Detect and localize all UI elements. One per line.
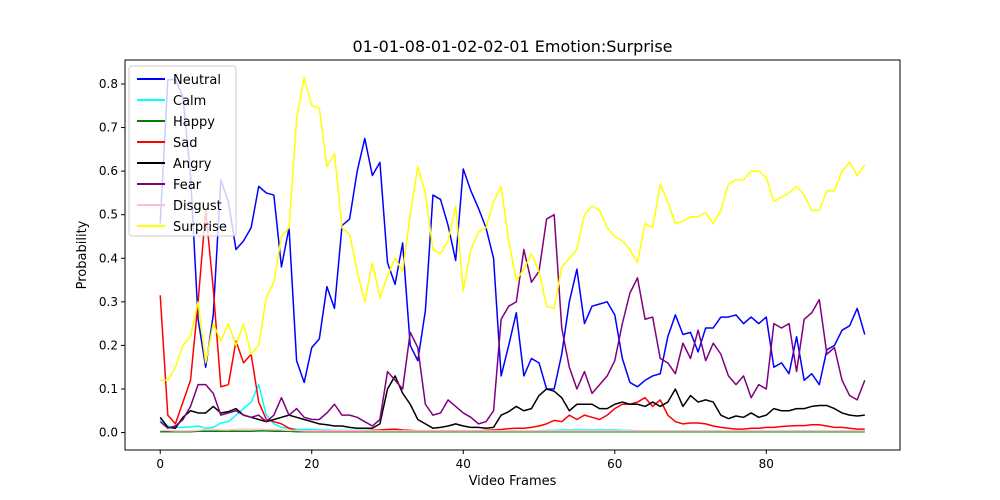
- plot-frame: [124, 59, 901, 451]
- x-tick-label: 40: [456, 457, 471, 471]
- x-tick-label: 80: [759, 457, 774, 471]
- legend-label-sad: Sad: [173, 136, 197, 151]
- series-line-happy: [160, 430, 865, 433]
- legend-box: [128, 65, 237, 237]
- legend-label-calm: Calm: [173, 94, 206, 109]
- y-tick-label: 0.2: [99, 338, 118, 352]
- y-tick-label: 0.5: [99, 208, 118, 222]
- chart-title: 01-01-08-01-02-02-01 Emotion:Surprise: [353, 37, 673, 56]
- series-line-surprise: [160, 76, 866, 382]
- series-line-fear: [159, 213, 866, 429]
- series-line-angry: [159, 375, 865, 429]
- legend-label-surprise: Surprise: [173, 220, 227, 235]
- plot-area: [124, 59, 901, 451]
- y-axis: 0.0 0.1 0.2 0.3 0.4 0.5 0.6 0.7 0.8: [99, 77, 125, 440]
- legend-label-disgust: Disgust: [173, 199, 222, 214]
- y-tick-label: 0.0: [99, 426, 118, 440]
- y-tick-label: 0.3: [99, 295, 118, 309]
- y-tick-label: 0.7: [99, 121, 118, 135]
- legend: Neutral Calm Happy Sad Angry Fear Disgust Surpr…: [128, 65, 237, 237]
- series-line-calm: [159, 383, 865, 432]
- series-line-neutral: [159, 78, 866, 390]
- legend-label-happy: Happy: [173, 115, 215, 130]
- legend-label-fear: Fear: [173, 178, 202, 193]
- y-tick-label: 0.1: [99, 382, 118, 396]
- series-line-sad: [159, 209, 865, 433]
- x-tick-label: 20: [304, 457, 319, 471]
- x-tick-label: 0: [156, 457, 164, 471]
- y-tick-label: 0.6: [99, 164, 118, 178]
- series-line-disgust: [160, 428, 865, 432]
- y-tick-label: 0.4: [99, 251, 118, 265]
- legend-label-neutral: Neutral: [173, 73, 221, 88]
- legend-label-angry: Angry: [173, 157, 212, 172]
- x-axis-label: Video Frames: [469, 474, 557, 489]
- y-axis-label: Probability: [75, 220, 90, 289]
- x-tick-label: 60: [607, 457, 622, 471]
- x-axis: 0 20 40 60 80: [156, 450, 774, 471]
- y-tick-label: 0.8: [99, 77, 118, 91]
